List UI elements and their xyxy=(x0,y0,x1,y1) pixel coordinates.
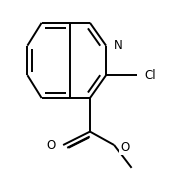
Text: Cl: Cl xyxy=(145,69,156,82)
Text: O: O xyxy=(120,141,129,154)
Text: N: N xyxy=(114,39,122,52)
Text: O: O xyxy=(46,139,56,152)
